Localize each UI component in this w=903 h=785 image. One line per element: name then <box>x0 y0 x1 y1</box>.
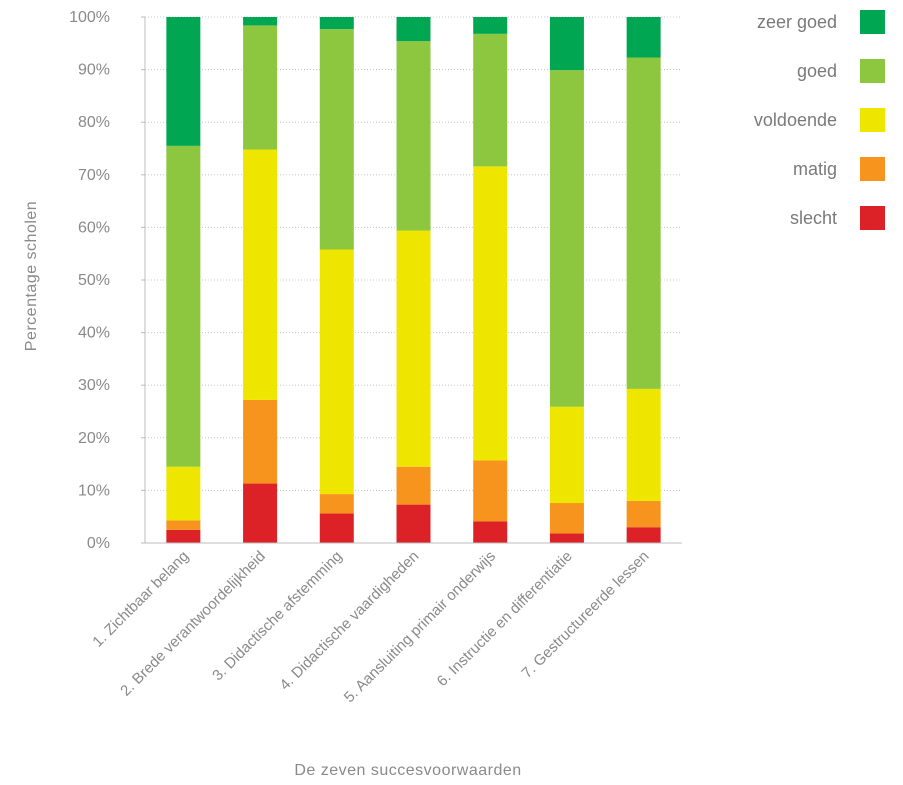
y-tick-label: 70% <box>78 167 110 184</box>
bar-segment-zeer-goed <box>549 17 584 71</box>
legend: zeer goed goed voldoende matig slecht <box>754 10 885 230</box>
legend-swatch <box>860 10 885 34</box>
y-tick-label: 60% <box>78 219 110 236</box>
y-axis-ticks: 0% 10% 20% 30% 40% 50% 60% 70% 80% 90% 100% <box>69 9 110 552</box>
legend-swatch <box>860 157 885 181</box>
x-category-label: 5. Aansluiting primair onderwijs <box>341 548 499 706</box>
bar-segment-zeer-goed <box>166 17 201 146</box>
bar-segment-matig <box>473 460 508 522</box>
y-tick-label: 90% <box>78 62 110 79</box>
bar-segment-matig <box>319 494 354 514</box>
bar-segment-slecht <box>549 533 584 543</box>
legend-swatch <box>860 108 885 132</box>
bar-segment-voldoende <box>243 149 278 400</box>
y-tick-label: 0% <box>87 535 110 552</box>
bar-segment-slecht <box>626 527 661 543</box>
bar-segment-matig <box>243 399 278 484</box>
y-tick-label: 10% <box>78 482 110 499</box>
bar-segment-slecht <box>396 504 431 543</box>
axes <box>141 16 682 544</box>
bar-segment-goed <box>166 145 201 467</box>
y-tick-label: 20% <box>78 430 110 447</box>
y-tick-label: 100% <box>69 9 110 26</box>
y-tick-label: 30% <box>78 377 110 394</box>
y-axis-title: Percentage scholen <box>23 201 40 351</box>
legend-label: slecht <box>790 208 837 228</box>
bar-segment-goed <box>473 33 508 167</box>
bar-segment-zeer-goed <box>626 17 661 58</box>
bar-segment-zeer-goed <box>243 17 278 26</box>
bar-segment-voldoende <box>626 388 661 501</box>
x-category-label: 2. Brede verantwoordelijkheid <box>117 548 269 700</box>
x-category-label: 3. Didactische afstemming <box>209 548 345 684</box>
bar-segment-goed <box>626 57 661 389</box>
legend-label: matig <box>793 159 837 179</box>
bar-segment-voldoende <box>549 406 584 504</box>
x-category-label: 7. Gestructureerde lessen <box>518 548 652 682</box>
legend-label: voldoende <box>754 110 837 130</box>
bar-segment-zeer-goed <box>319 17 354 30</box>
bar-segment-slecht <box>243 483 278 543</box>
x-axis-title: De zeven succesvoorwaarden <box>294 762 521 779</box>
bar-segment-voldoende <box>396 230 431 467</box>
bar-segment-voldoende <box>319 249 354 495</box>
bar-segment-zeer-goed <box>396 17 431 42</box>
x-category-label: 6. Instructie en differentiatie <box>434 548 576 690</box>
bar-segment-matig <box>396 466 431 505</box>
gridlines <box>145 16 682 491</box>
legend-swatch <box>860 206 885 230</box>
bars <box>166 17 661 543</box>
bar-segment-goed <box>396 41 431 231</box>
legend-label: goed <box>797 61 837 81</box>
bar-segment-goed <box>549 70 584 407</box>
legend-label: zeer goed <box>757 12 837 32</box>
bar-segment-voldoende <box>473 166 508 461</box>
bar-segment-voldoende <box>166 466 201 521</box>
bar-segment-slecht <box>473 521 508 543</box>
bar-segment-slecht <box>166 529 201 543</box>
bar-segment-matig <box>549 503 584 534</box>
legend-swatch <box>860 59 885 83</box>
bar-segment-slecht <box>319 513 354 543</box>
x-category-label: 4. Didactische vaardigheden <box>276 548 422 694</box>
y-tick-label: 50% <box>78 272 110 289</box>
y-tick-label: 40% <box>78 325 110 342</box>
bar-segment-goed <box>319 29 354 250</box>
bar-segment-goed <box>243 25 278 150</box>
bar-segment-matig <box>626 500 661 528</box>
y-tick-label: 80% <box>78 114 110 131</box>
bar-segment-zeer-goed <box>473 17 508 34</box>
bar-segment-matig <box>166 520 201 530</box>
